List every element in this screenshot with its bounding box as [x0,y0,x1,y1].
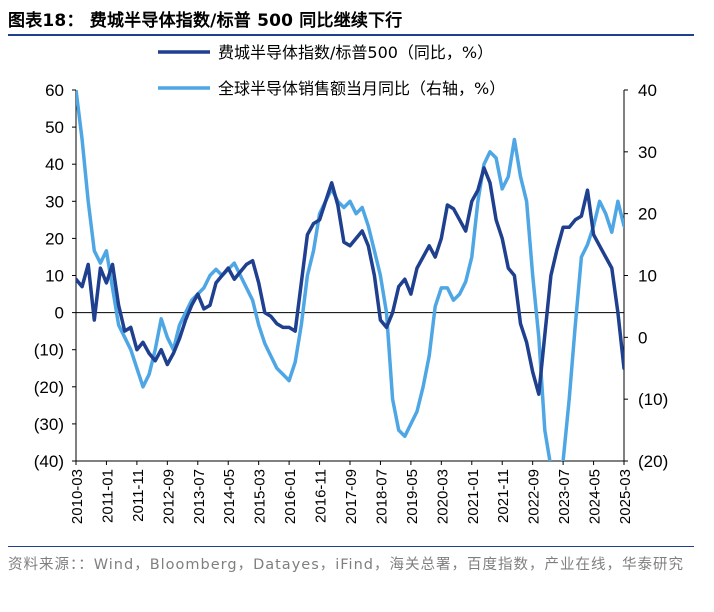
left-tick-label: 50 [45,118,64,137]
left-tick-label: 30 [45,192,64,211]
x-tick-label: 2024-05 [587,469,604,524]
right-tick-label: 30 [638,143,657,162]
x-tick-label: 2017-09 [343,469,360,524]
x-tick-label: 2022-09 [526,469,543,524]
source-note: 资料来源：：Wind，Bloomberg，Datayes，iFind，海关总署，… [8,557,684,573]
left-tick-label: 40 [45,155,64,174]
left-tick-label: 20 [45,229,64,248]
left-tick-label: 10 [45,267,64,286]
right-tick-label: 10 [638,267,657,286]
left-tick-label: 60 [45,81,64,100]
title-rule [8,34,694,36]
x-tick-label: 2015-03 [252,469,269,524]
right-tick-label: 20 [638,205,657,224]
source-rule [8,546,694,547]
x-tick-label: 2013-07 [191,469,208,524]
legend-label: 全球半导体销售额当月同比（右轴，%） [218,79,505,98]
series-line-global-semiconductor-sales [76,90,624,461]
left-tick-label: (30) [34,415,64,434]
x-tick-label: 2016-11 [313,469,330,523]
x-tick-label: 2025-03 [617,469,634,524]
chart-title: 图表18： 费城半导体指数/标普 500 同比继续下行 [8,11,403,31]
right-tick-label: (10) [638,390,668,409]
x-tick-label: 2011-11 [130,469,147,522]
left-tick-label: (10) [34,341,64,360]
series-line-sox-sp500 [76,166,624,396]
left-tick-label: (20) [34,378,64,397]
legend-label: 费城半导体指数/标普500（同比，%） [218,43,493,62]
x-tick-label: 2019-05 [404,469,421,524]
x-tick-label: 2010-03 [69,469,86,524]
x-tick-label: 2012-09 [160,469,177,524]
x-tick-label: 2018-07 [373,469,390,524]
x-tick-label: 2014-05 [221,469,238,524]
right-tick-label: 0 [638,328,647,347]
x-tick-label: 2020-03 [434,469,451,524]
right-tick-label: 40 [638,81,657,100]
x-tick-label: 2021-01 [465,469,482,524]
x-tick-label: 2016-01 [282,469,299,524]
left-tick-label: 0 [55,304,64,323]
x-tick-label: 2023-07 [556,469,573,524]
right-tick-label: (20) [638,452,668,471]
x-tick-label: 2011-01 [99,469,116,523]
x-tick-label: 2021-11 [495,469,512,523]
line-chart: 60 50 40 30 20 10 0 (10) (20) (30) (40) 40 30 20 10 0 (1… [34,43,668,524]
left-tick-label: (40) [34,452,64,471]
